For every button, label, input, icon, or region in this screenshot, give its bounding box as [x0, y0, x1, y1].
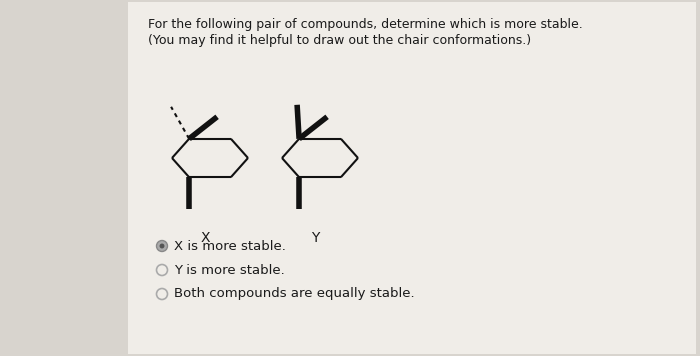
Text: Y: Y — [311, 231, 319, 245]
Text: X is more stable.: X is more stable. — [174, 240, 286, 252]
FancyBboxPatch shape — [128, 2, 696, 354]
Text: For the following pair of compounds, determine which is more stable.: For the following pair of compounds, det… — [148, 18, 582, 31]
Text: X: X — [200, 231, 210, 245]
Text: Y is more stable.: Y is more stable. — [174, 263, 285, 277]
Text: Both compounds are equally stable.: Both compounds are equally stable. — [174, 288, 414, 300]
Text: (You may find it helpful to draw out the chair conformations.): (You may find it helpful to draw out the… — [148, 34, 531, 47]
Circle shape — [160, 244, 164, 248]
Circle shape — [157, 241, 167, 251]
